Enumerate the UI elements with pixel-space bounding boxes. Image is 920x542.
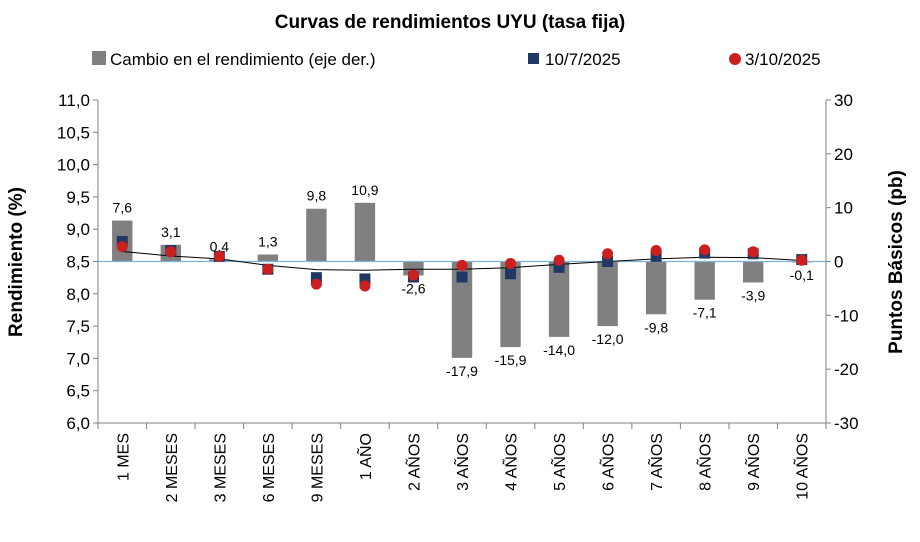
x-category-label: 7 AÑOS [646,433,666,491]
marker-circle [165,246,177,258]
bar-data-label: -7,1 [693,305,717,321]
marker-circle [553,254,565,266]
marker-square [456,271,468,283]
bar-data-label: -9,8 [644,319,668,335]
y-tick-label: 6,5 [66,382,90,401]
y-tick-label: 10,0 [57,156,90,175]
y-tick-label: 8,0 [66,285,90,304]
bar-data-label: 10,9 [351,182,378,198]
bar-change [354,202,376,262]
bar-change [694,261,715,300]
legend-bar-swatch [92,51,106,65]
x-category-label: 8 AÑOS [695,433,715,491]
y-tick-label: 8,5 [66,253,90,272]
x-category-label: 9 AÑOS [743,433,763,491]
x-category-label: 3 AÑOS [452,433,472,491]
x-category-label: 10 AÑOS [792,433,812,500]
x-category-label: 4 AÑOS [501,433,521,491]
bar-change [597,261,618,327]
marker-circle [796,254,808,266]
y-tick-label: 9,5 [66,188,90,207]
legend-circle-label: 3/10/2025 [745,50,821,69]
y2-tick-label: -20 [834,360,859,379]
marker-circle [747,246,759,258]
x-category-label: 9 MESES [309,433,326,502]
marker-circle [699,244,711,256]
bar-data-label: -14,0 [543,342,575,358]
marker-square [505,268,517,280]
bar-change [306,208,327,262]
y2-tick-label: 20 [834,145,853,164]
marker-square [602,256,614,267]
chart-title: Curvas de rendimientos UYU (tasa fija) [275,12,626,33]
y2-tick-label: -10 [834,306,859,325]
y-axis-title: Rendimiento (%) [6,187,27,337]
marker-circle [650,245,662,257]
y2-tick-label: 30 [834,91,853,110]
bar-data-label: -17,9 [446,363,478,379]
marker-circle [505,257,517,269]
marker-circle [213,250,225,262]
y-tick-label: 6,0 [66,414,90,433]
bar-data-label: -2,6 [401,280,425,296]
x-category-label: 1 MES [115,433,132,481]
bar-data-label: 1,3 [258,234,278,250]
x-category-label: 1 AÑO [355,433,375,480]
x-category-label: 2 MESES [164,433,181,502]
legend-bar-label: Cambio en el rendimiento (eje der.) [110,50,376,69]
x-category-label: 3 MESES [212,433,229,502]
y-tick-label: 7,5 [66,317,90,336]
y-tick-label: 7,0 [66,349,90,368]
legend-square-label: 10/7/2025 [545,50,621,69]
marker-circle [456,259,468,271]
bar-data-label: -15,9 [495,352,527,368]
marker-circle [407,269,419,281]
legend: Cambio en el rendimiento (eje der.) 10/7… [92,50,821,69]
bar-data-label: 3,1 [161,224,181,240]
y-tick-label: 9,0 [66,220,90,239]
bar-data-label: -12,0 [592,331,624,347]
y2-axis-title: Puntos Básicos (pb) [886,170,907,354]
bar-data-label: -3,9 [741,287,765,303]
bar-data-label: 7,6 [113,200,133,216]
marker-circle [116,241,128,253]
y-tick-label: 10,5 [57,123,90,142]
marker-square [553,261,565,273]
bar-data-label: 0,4 [210,238,230,254]
marker-square [650,250,662,262]
marker-square [310,272,322,284]
marker-circle [310,278,322,290]
bar-data-label: -0,1 [790,267,814,283]
bar-change [548,261,570,337]
bar-change [257,254,279,262]
legend-square-swatch [528,53,539,64]
marker-circle [359,280,371,292]
x-category-label: 5 AÑOS [549,433,569,491]
bar-data-label: 9,8 [307,188,327,204]
y-tick-label: 11,0 [58,91,90,110]
plot-area: 6,0 6,5 7,0 7,5 8,0 8,5 9,0 9,5 10,0 10,5 11,0 -30 -… [57,91,859,502]
y2-tick-label: -30 [834,414,859,433]
x-category-label: 6 AÑOS [598,433,618,491]
y2-tick-label: 0 [834,253,843,272]
x-category-label: 6 MESES [261,433,278,502]
bar-change [743,261,764,283]
bar-change [451,261,473,358]
marker-circle [262,263,274,275]
x-category-label: 2 AÑOS [403,433,423,491]
bar-change [645,261,667,315]
bar-change [500,261,521,348]
y2-tick-label: 10 [834,199,853,218]
marker-square [359,273,371,285]
marker-circle [602,248,614,260]
legend-circle-swatch [729,53,741,65]
